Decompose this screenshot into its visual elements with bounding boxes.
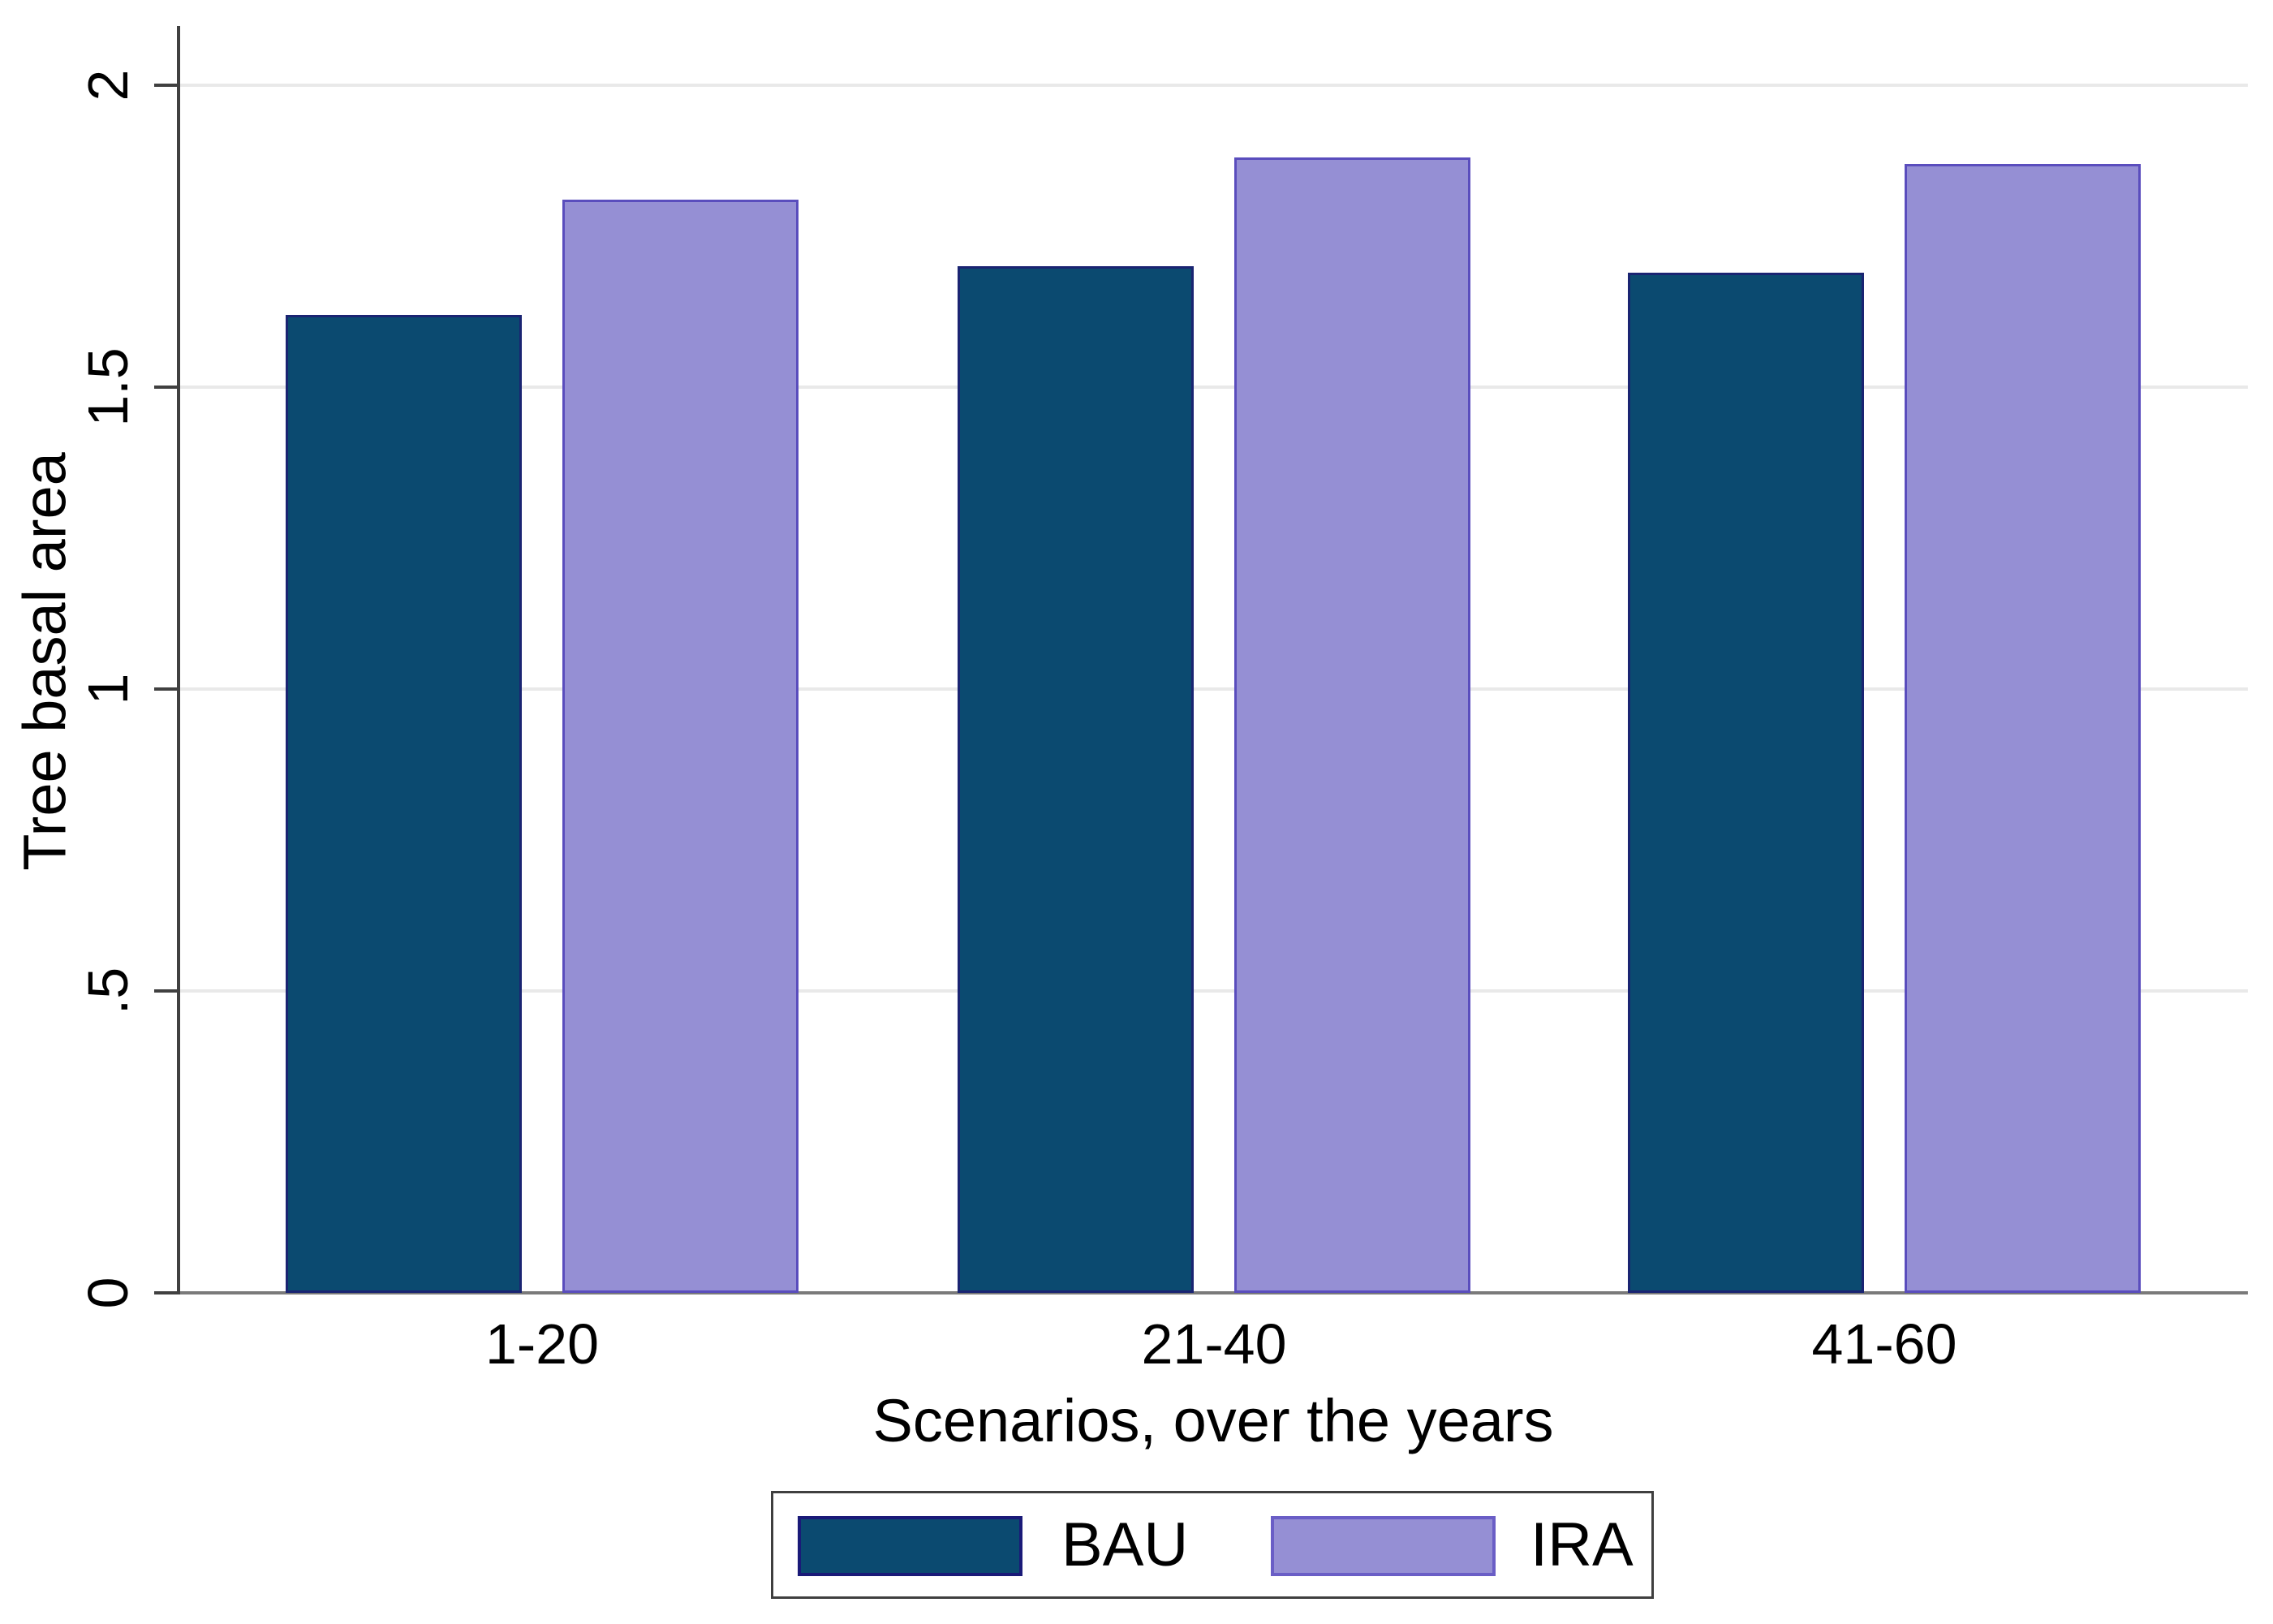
x-axis-title: Scenarios, over the years xyxy=(872,1387,1554,1454)
legend-label-ira: IRA xyxy=(1530,1510,1634,1579)
x-axis-line xyxy=(179,1291,2248,1294)
y-tick-1.5 xyxy=(154,386,179,389)
plot-area xyxy=(179,26,2248,1293)
y-tick-.5 xyxy=(154,989,179,993)
gridline-y-2 xyxy=(179,84,2248,87)
x-tick-label-1-20: 1-20 xyxy=(484,1312,600,1376)
y-tick-label-.5: .5 xyxy=(76,967,140,1015)
bar-ira-41-60 xyxy=(1905,163,2141,1293)
y-axis-line xyxy=(177,26,180,1294)
y-tick-2 xyxy=(154,84,179,87)
y-tick-label-1.5: 1.5 xyxy=(76,347,140,427)
gridline-y-1.5 xyxy=(179,386,2248,389)
legend-swatch-ira xyxy=(1271,1516,1496,1576)
bar-bau-21-40 xyxy=(958,266,1194,1293)
bar-bau-1-20 xyxy=(286,314,522,1293)
y-tick-0 xyxy=(154,1291,179,1294)
bar-ira-1-20 xyxy=(562,200,799,1293)
gridline-y-.5 xyxy=(179,989,2248,993)
y-axis-title: Tree basal area xyxy=(11,452,79,871)
x-tick-label-21-40: 21-40 xyxy=(1141,1312,1287,1376)
gridline-y-1 xyxy=(179,687,2248,691)
bar-bau-41-60 xyxy=(1628,272,1864,1293)
legend-label-bau: BAU xyxy=(1061,1510,1189,1579)
y-tick-label-1: 1 xyxy=(76,673,140,705)
legend-swatch-bau xyxy=(798,1516,1022,1576)
y-tick-label-0: 0 xyxy=(76,1277,140,1309)
bar-ira-21-40 xyxy=(1234,157,1470,1293)
y-tick-1 xyxy=(154,687,179,691)
legend: BAU IRA xyxy=(771,1491,1654,1599)
y-tick-label-2: 2 xyxy=(76,69,140,101)
x-tick-label-41-60: 41-60 xyxy=(1811,1312,1957,1376)
